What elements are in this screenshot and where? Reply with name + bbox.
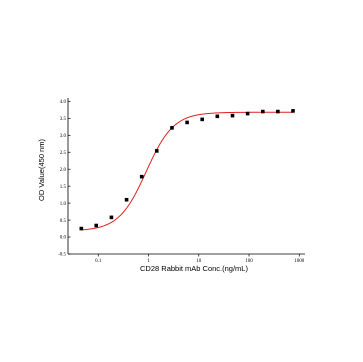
y-tick-label: 4.0 (60, 100, 67, 105)
x-tick-label: 1 (147, 259, 150, 264)
fit-curve (81, 111, 293, 231)
x-axis-title: CD28 Rabbit mAb Conc.(ng/mL) (140, 264, 248, 273)
data-point (245, 111, 250, 116)
data-point (291, 109, 295, 113)
y-tick-label: 1.0 (60, 202, 67, 207)
y-tick-label: 0.0 (60, 236, 67, 241)
data-point (185, 120, 189, 125)
y-tick-label: 0.5 (60, 219, 67, 224)
data-point (170, 126, 174, 130)
y-axis-title: OD Value(450 nm) (37, 139, 46, 201)
data-point (154, 149, 159, 153)
y-tick-label: 3.5 (60, 117, 67, 122)
y-tick-label: 3.0 (60, 134, 67, 139)
x-tick-label: 0.1 (95, 259, 102, 264)
data-point (124, 197, 129, 202)
y-tick-label: 1.5 (60, 185, 67, 190)
x-tick-label: 1000 (294, 259, 305, 264)
x-tick-label: 10 (196, 259, 202, 264)
data-point (139, 174, 144, 179)
y-tick-label: -0.5 (58, 253, 66, 258)
y-tick-label: 2.5 (60, 151, 67, 156)
data-point (79, 226, 84, 231)
x-tick-label: 100 (245, 259, 253, 264)
data-point (260, 109, 265, 114)
data-point (94, 223, 98, 228)
data-point (230, 113, 235, 118)
y-tick-label: 2.0 (60, 168, 67, 173)
data-point (215, 114, 220, 119)
data-point (109, 215, 114, 220)
plot-area: -0.5 0.0 0.5 1.0 1.5 2.0 2.5 3.0 3.5 4.0 0.1 1 10 100… (58, 98, 305, 264)
data-point (200, 117, 204, 122)
data-point (276, 109, 280, 114)
